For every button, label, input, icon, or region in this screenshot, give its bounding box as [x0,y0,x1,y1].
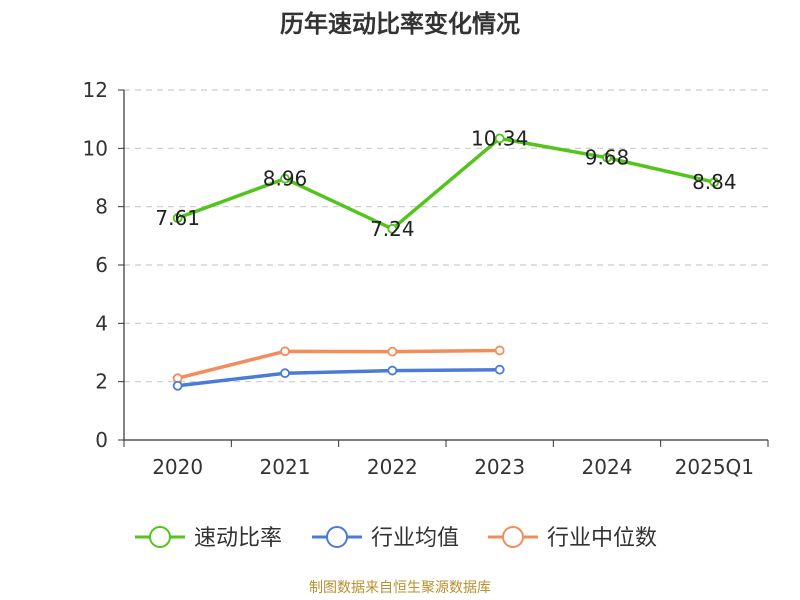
y-tick-label: 12 [83,78,108,102]
series-layer [172,133,720,391]
data-point [172,380,183,391]
data-point [602,152,612,163]
data-point [280,173,290,184]
chart-title: 历年速动比率变化情况 [280,10,520,38]
y-tick-label: 4 [95,311,108,335]
x-tick-label: 2025Q1 [675,455,754,479]
y-tick-label: 0 [95,428,108,452]
label-layer: 7.61 8.96 7.24 10.34 9.68 8.84 [155,126,736,240]
data-point [387,365,398,376]
legend-label: 行业中位数 [547,526,657,551]
grid-layer [124,89,768,383]
data-label: 8.84 [692,170,737,194]
data-point [494,345,505,356]
series-line [177,367,500,388]
data-point [387,223,398,234]
series-line [177,136,715,231]
data-label: 8.96 [263,167,308,191]
legend-item[interactable]: 行业均值 [312,526,459,551]
legend-marker [502,526,524,548]
data-point [494,364,505,375]
legend-label: 行业均值 [371,526,459,551]
y-tick-label: 6 [95,253,108,277]
y-tick-label: 2 [95,370,108,394]
legend-marker [326,526,348,548]
data-point [494,133,505,144]
y-tick-label: 8 [95,195,108,219]
data-point [709,177,720,188]
series-line [177,348,500,380]
x-tick-label: 2022 [367,455,418,479]
legend-label: 速动比率 [194,526,282,551]
legend-item[interactable]: 速动比率 [135,526,282,551]
data-label: 10.34 [471,126,528,150]
data-point [172,213,183,223]
x-tick-label: 2020 [152,455,203,479]
x-tick-label: 2024 [582,455,633,479]
data-label: 7.24 [370,217,415,241]
data-point [280,346,290,357]
x-tick-label: 2021 [260,455,311,479]
legend-marker [149,526,171,548]
axis-layer: 0 2 4 6 8 10 12 2020 2021 2022 2023 2024 2025Q1 [83,78,769,479]
data-point [280,368,290,379]
source-note: 制图数据来自恒生聚源数据库 [309,580,491,596]
data-point [387,346,398,357]
legend-item[interactable]: 行业中位数 [488,526,657,551]
legend: 速动比率 行业均值 行业中位数 [135,526,657,551]
y-tick-label: 10 [83,136,108,160]
data-label: 7.61 [155,206,200,230]
data-label: 9.68 [585,146,630,170]
x-tick-label: 2023 [474,455,525,479]
